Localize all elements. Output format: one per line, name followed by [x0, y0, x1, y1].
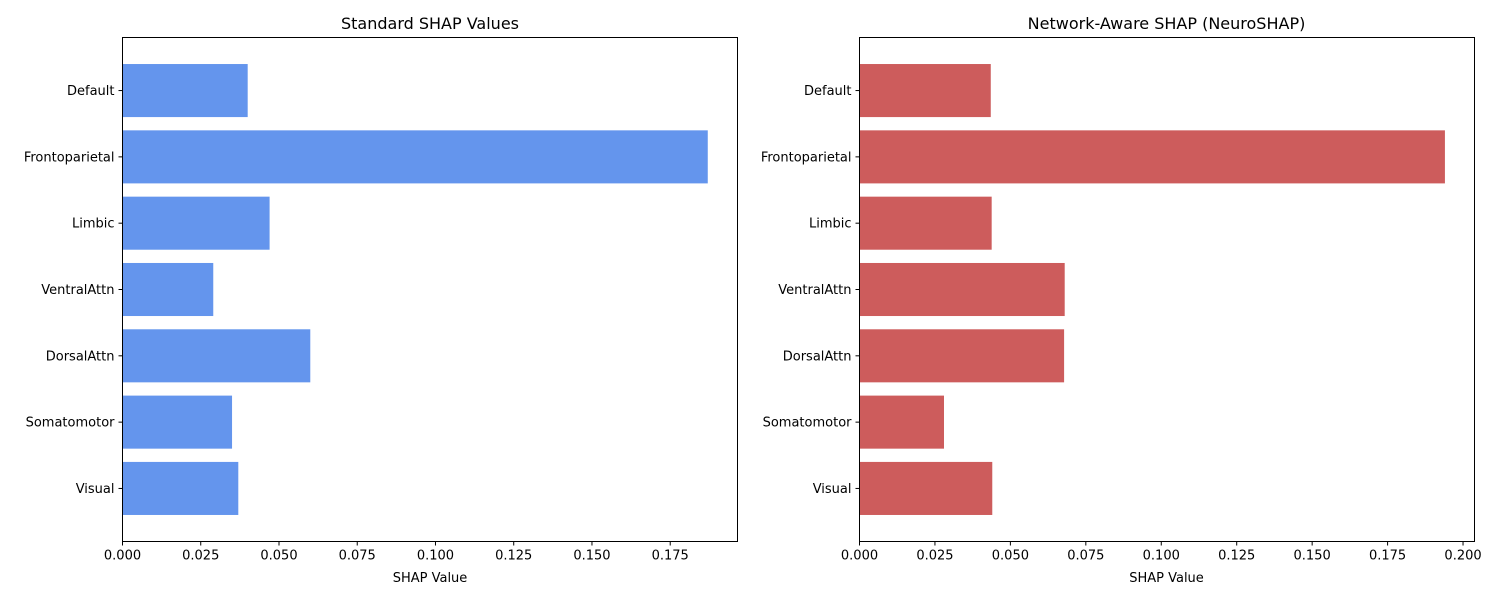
bar-dorsalattn: [859, 329, 1065, 383]
x-tick-label: 0.100: [417, 549, 454, 564]
x-tick-label: 0.050: [260, 549, 297, 564]
y-tick-label: Limbic: [72, 217, 115, 232]
bar-limbic: [859, 196, 992, 250]
x-axis-label: SHAP Value: [1129, 571, 1204, 586]
bar-ventralattn: [122, 262, 214, 317]
bar-default: [859, 64, 991, 118]
standard-shap-chart: Standard SHAP Values Default Frontopariet…: [24, 14, 738, 586]
bar-dorsalattn: [122, 329, 311, 383]
chart-title: Standard SHAP Values: [341, 14, 519, 33]
x-tick-label: 0.075: [1067, 549, 1104, 564]
chart-title: Network-Aware SHAP (NeuroSHAP): [1028, 14, 1306, 33]
bar-visual: [859, 461, 993, 515]
bar-ventralattn: [859, 262, 1065, 317]
y-tick-label: Frontoparietal: [24, 150, 115, 165]
y-tick-label: Somatomotor: [26, 416, 116, 431]
neuroshap-chart: Network-Aware SHAP (NeuroSHAP) Default Fr…: [761, 14, 1482, 586]
bar-visual: [122, 461, 239, 515]
y-tick-label: DorsalAttn: [46, 349, 115, 364]
y-tick-label: Somatomotor: [763, 416, 853, 431]
x-tick-label: 0.200: [1444, 549, 1481, 564]
y-axis-ticks: Default Frontoparietal Limbic VentralAttn Do…: [761, 84, 860, 497]
bar-somatomotor: [122, 395, 233, 449]
bar-limbic: [122, 196, 270, 250]
x-tick-label: 0.075: [339, 549, 376, 564]
x-axis-ticks: 0.000 0.025 0.050 0.075 0.100 0.125 0.150 0.175…: [841, 541, 1482, 564]
x-tick-label: 0.125: [495, 549, 532, 564]
y-tick-label: Visual: [76, 482, 115, 497]
plot-frame: [122, 37, 738, 542]
y-axis-ticks: Default Frontoparietal Limbic VentralAttn Do…: [24, 84, 123, 497]
y-tick-label: Default: [67, 84, 115, 99]
y-tick-label: Frontoparietal: [761, 150, 852, 165]
x-tick-label: 0.100: [1143, 549, 1180, 564]
x-tick-label: 0.000: [104, 549, 141, 564]
x-tick-label: 0.150: [573, 549, 610, 564]
x-tick-label: 0.050: [992, 549, 1029, 564]
bar-somatomotor: [859, 395, 944, 449]
x-axis-label: SHAP Value: [393, 571, 468, 586]
x-tick-label: 0.125: [1218, 549, 1255, 564]
y-tick-label: VentralAttn: [778, 283, 851, 298]
plot-frame: [859, 37, 1475, 542]
bar-frontoparietal: [859, 130, 1445, 184]
x-tick-label: 0.000: [841, 549, 878, 564]
y-tick-label: Visual: [813, 482, 852, 497]
y-tick-label: DorsalAttn: [783, 349, 852, 364]
y-tick-label: Limbic: [809, 217, 852, 232]
y-tick-label: Default: [804, 84, 852, 99]
y-tick-label: VentralAttn: [41, 283, 114, 298]
bar-group: [859, 64, 1445, 515]
x-tick-label: 0.175: [1369, 549, 1406, 564]
x-tick-label: 0.025: [916, 549, 953, 564]
bar-group: [122, 64, 708, 515]
bar-default: [122, 64, 248, 118]
x-tick-label: 0.025: [182, 549, 219, 564]
x-tick-label: 0.175: [652, 549, 689, 564]
x-tick-label: 0.150: [1294, 549, 1331, 564]
bar-frontoparietal: [122, 130, 708, 184]
x-axis-ticks: 0.000 0.025 0.050 0.075 0.100 0.125 0.150 0.175: [104, 541, 689, 564]
